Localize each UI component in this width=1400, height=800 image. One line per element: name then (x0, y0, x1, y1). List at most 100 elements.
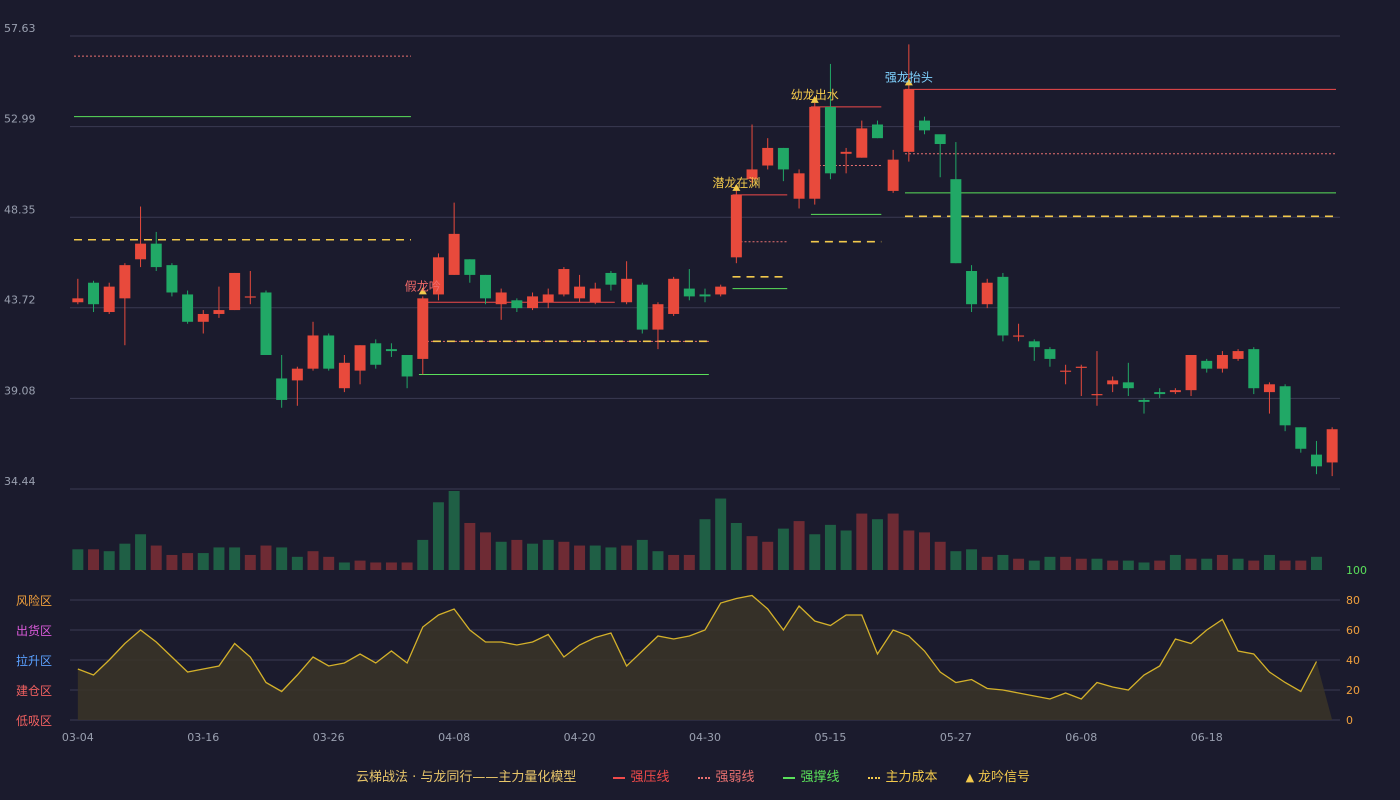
candle-body (166, 265, 178, 293)
candle-body (871, 124, 883, 139)
candle (1044, 347, 1056, 367)
candle-body (1310, 454, 1322, 467)
volume-bar (276, 547, 288, 570)
candle (699, 288, 711, 303)
candle-body (1216, 354, 1228, 369)
volume-bar (1075, 558, 1087, 570)
volume-bar (495, 541, 507, 570)
volume-bar (323, 556, 335, 570)
volume-bar (621, 545, 633, 570)
legend-item: 主力成本 (867, 770, 938, 785)
candle-body (1013, 335, 1025, 337)
legend-item: 强弱线 (697, 770, 755, 785)
price-tick-label: 34.44 (4, 475, 36, 488)
legend-label: 强弱线 (715, 770, 755, 785)
candle (856, 120, 868, 158)
legend-item: 强撑线 (782, 770, 840, 785)
volume-bar (1279, 560, 1291, 570)
candle (621, 261, 633, 305)
candle (589, 282, 601, 305)
candle (197, 310, 209, 334)
candle (652, 302, 664, 350)
candle (213, 286, 225, 318)
volume-bar (636, 539, 648, 570)
candle-body (683, 288, 695, 297)
candle (1201, 358, 1213, 373)
candle (150, 231, 162, 271)
volume-bar (72, 549, 84, 570)
price-tick-label: 57.63 (4, 22, 36, 35)
date-tick-label: 04-30 (689, 731, 721, 744)
candle (1248, 347, 1260, 395)
date-tick-label: 03-26 (313, 731, 345, 744)
candle-body (1248, 349, 1260, 389)
volume-bar (150, 545, 162, 570)
candle-body (903, 89, 915, 152)
candle-body (652, 304, 664, 330)
volume-bar (1201, 558, 1213, 570)
volume-bar (1044, 556, 1056, 570)
indicator-tick-label: 60 (1346, 624, 1360, 637)
volume-bar (871, 519, 883, 570)
volume-bar (950, 551, 962, 570)
volume-bar (182, 553, 194, 570)
volume-bar (1138, 562, 1150, 570)
candle-body (824, 106, 836, 174)
candle-body (636, 284, 648, 330)
candle (1310, 440, 1322, 475)
dragon-signals: 假龙吟 潜龙在渊 幼龙出水 强龙抬头 (405, 70, 933, 295)
volume-bar (934, 541, 946, 570)
candle-body (934, 134, 946, 145)
candle (370, 339, 382, 369)
candle (636, 282, 648, 334)
indicator-zone-label: 风险区 (16, 593, 52, 608)
volume-bar (746, 536, 758, 570)
candle (448, 202, 460, 275)
candle-body (1138, 399, 1150, 402)
volume-bar (1028, 560, 1040, 570)
candle (1232, 349, 1244, 361)
volume-bar (981, 556, 993, 570)
candle-body (401, 354, 413, 377)
candle-body (307, 335, 319, 369)
candle (401, 354, 413, 389)
candle-body (370, 343, 382, 365)
signal-label: 潜龙在渊 (712, 176, 760, 190)
indicator-zone-label: 出货区 (16, 623, 52, 638)
volume-bar (338, 562, 350, 570)
date-axis: 03-04 03-16 03-26 04-08 04-20 04-30 05-15 05-27… (62, 731, 1223, 744)
candle (527, 292, 539, 311)
volume-bar (1091, 558, 1103, 570)
candle-body (464, 259, 476, 275)
candle (88, 280, 100, 313)
candle (464, 259, 476, 283)
volume-bar (856, 513, 868, 570)
legend-swatch (867, 776, 880, 779)
volume-bar (385, 562, 397, 570)
candle-body (276, 378, 288, 400)
volume-bar (480, 532, 491, 570)
candle (495, 288, 507, 320)
candle-body (72, 298, 84, 303)
signal-triangle (732, 183, 741, 191)
candle (229, 272, 241, 311)
volume-bar (260, 545, 272, 570)
candle (746, 124, 758, 184)
legend-label: 强撑线 (800, 770, 840, 785)
signal-label: 假龙吟 (405, 278, 441, 293)
candle-body (260, 292, 272, 355)
candle-body (432, 257, 444, 295)
candle (777, 147, 789, 182)
candle (1075, 364, 1087, 397)
candle (307, 321, 319, 371)
date-tick-label: 06-18 (1191, 731, 1223, 744)
volume-bar (699, 519, 711, 570)
candle (762, 138, 774, 170)
candle-body (150, 243, 162, 268)
candle (715, 284, 727, 297)
volume-bar (668, 554, 680, 570)
volume-bar (1060, 556, 1072, 570)
candle (950, 142, 962, 264)
candle-body (135, 243, 147, 260)
